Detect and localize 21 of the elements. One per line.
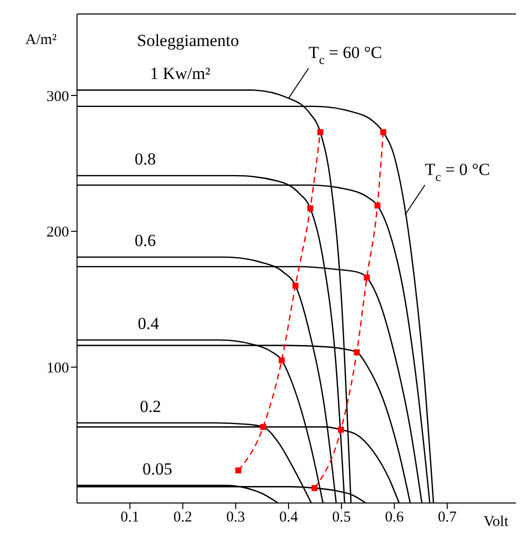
annotation: 0.2 xyxy=(140,396,162,416)
annotation: T$_{c}$= 60 °C xyxy=(308,43,382,68)
annotation: 0.4 xyxy=(138,314,160,333)
x-tick-label: 0.5 xyxy=(332,510,351,526)
y-tick-label: 200 xyxy=(46,224,69,241)
annotation: T$_{c}$= 0 °C xyxy=(424,160,490,184)
annotation: 0.6 xyxy=(134,231,156,250)
y-axis-title: A/m² xyxy=(25,32,58,48)
x-tick-label: 0.2 xyxy=(173,510,192,526)
y-tick-label: 100 xyxy=(46,360,69,376)
annotation: 1 Kw/m² xyxy=(150,64,210,83)
annotation: 0.8 xyxy=(134,150,156,169)
x-tick-label: 0.1 xyxy=(120,510,140,526)
y-tick-label: 300 xyxy=(46,88,69,105)
x-axis-title: Volt xyxy=(484,514,510,530)
x-tick-label: 0.3 xyxy=(226,510,246,526)
annotation: 0.05 xyxy=(142,459,172,478)
x-tick-label: 0.6 xyxy=(384,510,404,526)
x-tick-label: 0.4 xyxy=(279,510,298,526)
x-tick-label: 0.7 xyxy=(438,510,458,526)
annotation: Soleggiamento xyxy=(137,30,239,50)
